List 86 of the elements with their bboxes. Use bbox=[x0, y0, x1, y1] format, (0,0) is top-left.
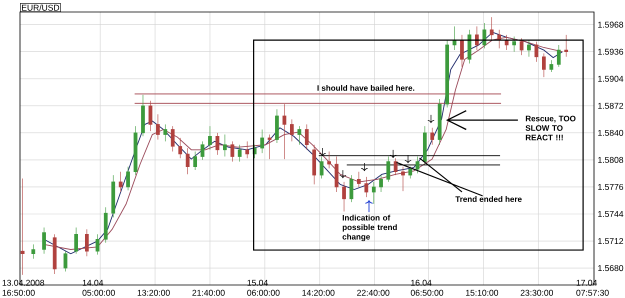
candlestick bbox=[475, 26, 479, 50]
candlestick bbox=[430, 127, 434, 145]
candlestick bbox=[156, 114, 160, 140]
candlestick bbox=[356, 171, 361, 188]
candlestick bbox=[556, 44, 561, 68]
candlestick bbox=[327, 151, 331, 169]
y-tick-label: 1.5936 bbox=[598, 48, 624, 55]
candlestick bbox=[564, 34, 568, 58]
candlestick bbox=[74, 227, 78, 254]
candlestick bbox=[468, 29, 472, 64]
candlestick bbox=[520, 38, 524, 56]
y-tick-label: 1.5808 bbox=[598, 156, 624, 163]
candlestick bbox=[549, 60, 554, 72]
candlestick bbox=[42, 227, 46, 254]
candlestick bbox=[364, 176, 368, 198]
candlestick bbox=[422, 126, 427, 164]
candlestick bbox=[416, 156, 420, 174]
annotation: Indication of possible trend change bbox=[342, 214, 397, 242]
x-tick-label: 14.04 05:00:00 bbox=[82, 280, 115, 296]
candlestick bbox=[320, 156, 324, 179]
candlestick bbox=[512, 36, 516, 52]
candlestick bbox=[208, 126, 212, 150]
x-tick-label: 15:10:00 bbox=[466, 290, 498, 296]
candlestick bbox=[282, 104, 286, 160]
annotation: I should have bailed here. bbox=[317, 84, 414, 91]
candlestick bbox=[290, 119, 294, 142]
candlestick bbox=[84, 228, 89, 257]
candlestick bbox=[260, 129, 264, 154]
candlestick bbox=[96, 234, 100, 255]
candlestick bbox=[31, 244, 36, 260]
candlestick bbox=[460, 34, 464, 68]
chart-title: EUR/USD bbox=[22, 4, 60, 11]
annotation: Trend ended here bbox=[455, 196, 522, 202]
y-tick-label: 1.5840 bbox=[598, 130, 624, 136]
x-tick-label: 14:20:00 bbox=[302, 290, 335, 296]
y-tick-label: 1.5904 bbox=[598, 76, 624, 82]
candlestick bbox=[223, 134, 227, 157]
candlestick bbox=[141, 94, 145, 137]
candlestick bbox=[534, 41, 538, 62]
candlestick bbox=[490, 16, 494, 40]
y-tick-label: 1.5680 bbox=[598, 265, 624, 272]
candlestick bbox=[268, 134, 272, 160]
y-tick-label: 1.5712 bbox=[598, 238, 624, 244]
y-tick-label: 1.5968 bbox=[598, 22, 624, 28]
candlestick bbox=[312, 144, 316, 185]
candlestick bbox=[275, 108, 279, 144]
x-tick-label: 23:30:00 bbox=[520, 290, 554, 296]
x-tick-label: 13:20:00 bbox=[138, 290, 170, 296]
candlestick bbox=[452, 26, 456, 50]
y-tick-label: 1.5776 bbox=[598, 184, 624, 190]
candlestick bbox=[178, 138, 182, 159]
candlestick bbox=[304, 124, 309, 150]
candlestick bbox=[372, 182, 376, 204]
candlestick bbox=[126, 166, 130, 191]
candlestick bbox=[350, 174, 354, 202]
x-tick-label: 22:40:00 bbox=[357, 290, 390, 296]
candlestick bbox=[200, 141, 204, 160]
candlestick bbox=[342, 182, 346, 212]
candlestick bbox=[401, 166, 405, 192]
candlestick bbox=[379, 174, 383, 192]
candlestick bbox=[186, 148, 190, 175]
x-tick-label: 21:40:00 bbox=[192, 290, 225, 296]
candlestick bbox=[148, 100, 152, 132]
candlestick bbox=[118, 171, 123, 192]
candlestick bbox=[482, 22, 486, 49]
candlestick bbox=[20, 178, 25, 276]
x-tick-label: 16.04 06:50:00 bbox=[410, 280, 444, 296]
y-tick-label: 1.5872 bbox=[598, 102, 624, 109]
candlestick bbox=[64, 250, 68, 272]
candlestick bbox=[334, 156, 338, 192]
candlestick bbox=[497, 29, 502, 49]
y-tick-label: 1.5744 bbox=[598, 211, 624, 217]
candlestick bbox=[542, 53, 546, 78]
candlestick bbox=[193, 151, 198, 170]
candlestick bbox=[245, 141, 250, 159]
candlestick bbox=[134, 126, 138, 176]
candlestick bbox=[445, 40, 450, 108]
x-tick-label: 15.04 06:00:00 bbox=[247, 280, 280, 296]
candlestick bbox=[230, 141, 234, 162]
candlestick bbox=[163, 124, 168, 142]
candlestick bbox=[238, 144, 242, 162]
candlestick bbox=[394, 158, 398, 176]
candlestick bbox=[216, 132, 220, 156]
candlestick bbox=[527, 40, 531, 58]
annotation: Rescue, TOO SLOW TO REACT !!! bbox=[526, 116, 576, 140]
candlestick bbox=[297, 126, 302, 145]
